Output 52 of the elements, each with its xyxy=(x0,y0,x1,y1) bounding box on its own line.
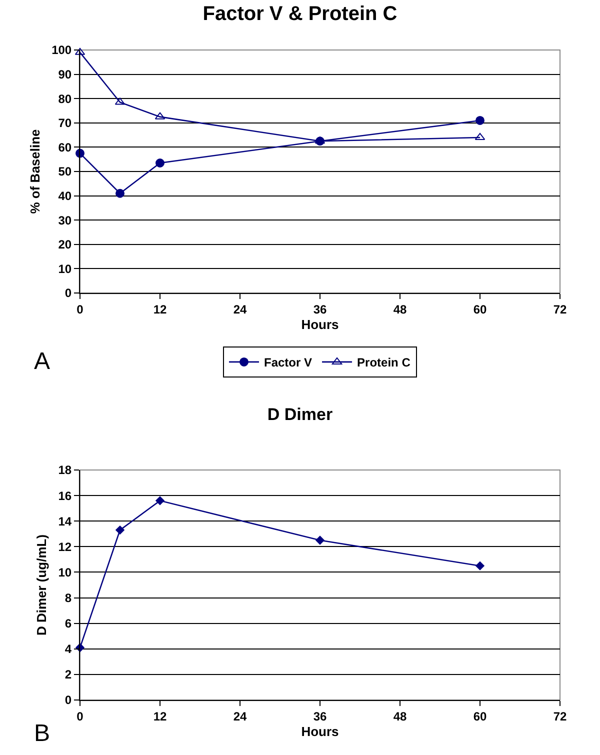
x-tick-label: 36 xyxy=(313,709,327,724)
y-tick-label: 4 xyxy=(64,642,72,656)
y-tick-label: 30 xyxy=(58,213,72,228)
y-tick-label: 16 xyxy=(58,488,72,503)
text: B xyxy=(34,720,50,747)
x-tick-label: 12 xyxy=(153,709,167,724)
y-tick-label: 10 xyxy=(58,565,72,580)
x-tick-label: 60 xyxy=(473,302,487,316)
y-tick-label: 40 xyxy=(58,189,72,203)
y-tick-label: 10 xyxy=(58,262,72,276)
y-tick-label: 100 xyxy=(52,43,72,58)
x-axis-title: Hours xyxy=(301,317,339,332)
x-tick-label: 24 xyxy=(233,302,247,316)
y-axis-title: D Dimer (ug/mL) xyxy=(34,534,50,636)
y-tick-label: 70 xyxy=(58,116,72,130)
x-tick-label: 48 xyxy=(393,709,407,724)
x-tick-label: 72 xyxy=(553,709,567,724)
y-tick-label: 90 xyxy=(58,68,72,82)
y-tick-label: 14 xyxy=(58,514,72,528)
y-tick-label: 20 xyxy=(58,238,72,252)
x-tick-label: 60 xyxy=(473,709,487,724)
point xyxy=(156,496,164,506)
x-tick-label: 72 xyxy=(553,302,567,316)
y-axis-title: % of Baseline xyxy=(28,129,43,214)
chart-title: Factor V & Protein C xyxy=(202,2,398,25)
x-tick-label: 48 xyxy=(393,302,407,316)
y-tick-label: 80 xyxy=(58,92,72,106)
point xyxy=(316,536,324,545)
y-tick-label: 8 xyxy=(64,590,72,605)
point xyxy=(156,158,164,168)
y-tick-label: 12 xyxy=(58,540,72,554)
x-tick-label: 12 xyxy=(153,302,167,316)
y-tick-label: 2 xyxy=(64,668,72,682)
y-tick-label: 18 xyxy=(58,463,72,478)
point xyxy=(476,116,484,125)
y-tick-label: 60 xyxy=(58,140,72,154)
y-tick-label: 6 xyxy=(64,616,72,631)
point xyxy=(476,561,484,570)
text: A xyxy=(34,348,50,375)
point xyxy=(116,526,124,534)
x-axis-title: Hours xyxy=(301,724,339,739)
legend-label: Protein C xyxy=(357,356,411,370)
point xyxy=(116,188,124,198)
x-tick-label: 24 xyxy=(233,709,247,724)
y-tick-label: 0 xyxy=(64,693,72,708)
x-tick-label: 36 xyxy=(313,302,327,316)
y-tick-label: 0 xyxy=(64,286,72,300)
x-tick-label: 0 xyxy=(76,709,84,724)
chart-title: D Dimer xyxy=(267,405,333,424)
y-tick-label: 50 xyxy=(58,164,72,179)
x-tick-label: 0 xyxy=(76,302,84,316)
legend-label: Factor V xyxy=(264,356,312,370)
